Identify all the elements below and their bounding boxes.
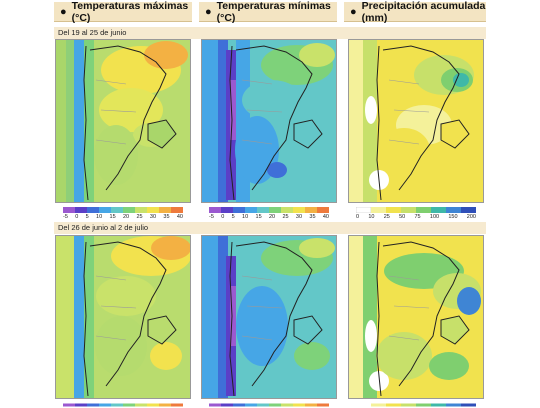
bullet-icon: ●	[205, 5, 212, 18]
colorbar-ticks-max: -5 0 5 10 15 20 25 30 35 40	[63, 214, 183, 220]
colorbar-precip	[356, 207, 476, 213]
colorbar-max-temp-2	[63, 403, 183, 407]
colorbar-ticks-min: -5 0 5 10 15 20 25 30 35 40	[209, 214, 329, 220]
colorbar-precip-2	[356, 403, 476, 407]
bullet-icon: ●	[350, 5, 357, 18]
header-precipitation: ● Precipitación acumulada (mm)	[344, 0, 486, 24]
colorbar-min-temp	[209, 207, 329, 213]
colorbar-ticks-precip: 0 10 25 50 75 100 150 200	[356, 214, 476, 220]
header-min-temp: ● Temperaturas mínimas (°C)	[199, 0, 337, 24]
period-label-2: Del 26 de junio al 2 de julio	[54, 222, 486, 234]
period-label-1: Del 19 al 25 de junio	[54, 27, 486, 39]
colorbar-min-temp-2	[209, 403, 329, 407]
header-max-temp: ● Temperaturas máximas (°C)	[54, 0, 192, 24]
bullet-icon: ●	[60, 5, 67, 18]
colorbar-max-temp	[63, 207, 183, 213]
